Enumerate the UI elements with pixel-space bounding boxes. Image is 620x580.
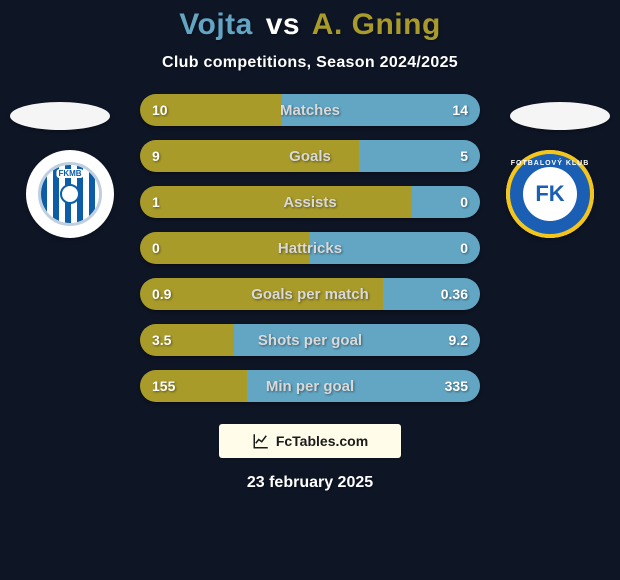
stat-row: Min per goal155335 <box>140 370 480 402</box>
comparison-stage: FKMB FOTBALOVÝ KLUB FK Matches1014 Goals9… <box>0 94 620 402</box>
stat-seg-left <box>140 94 282 126</box>
player2-badge-ring: FOTBALOVÝ KLUB <box>510 154 590 234</box>
stat-row: Shots per goal3.59.2 <box>140 324 480 356</box>
subtitle-text: Club competitions, Season 2024/2025 <box>0 54 620 72</box>
stat-seg-right <box>412 186 480 218</box>
player1-badge-inner: FKMB <box>38 162 102 226</box>
chart-icon <box>252 432 270 450</box>
stat-seg-right <box>383 278 480 310</box>
player2-disc <box>510 102 610 130</box>
page-title: Vojta vs A. Gning <box>0 8 620 42</box>
player1-badge-text: FKMB <box>56 169 83 178</box>
brand-badge: FcTables.com <box>219 424 401 458</box>
player2-name: A. Gning <box>312 8 441 41</box>
stat-seg-right <box>282 94 480 126</box>
stat-seg-right <box>310 232 480 264</box>
stat-seg-right <box>234 324 480 356</box>
stat-seg-right <box>359 140 480 172</box>
stat-seg-left <box>140 186 412 218</box>
player2-badge-outer: FOTBALOVÝ KLUB FK <box>506 150 594 238</box>
stat-row: Goals95 <box>140 140 480 172</box>
stat-seg-left <box>140 324 234 356</box>
comparison-card: Vojta vs A. Gning Club competitions, Sea… <box>0 0 620 580</box>
date-text: 23 february 2025 <box>0 474 620 492</box>
stat-seg-left <box>140 232 310 264</box>
stat-seg-right <box>247 370 480 402</box>
stat-row: Goals per match0.90.36 <box>140 278 480 310</box>
vs-label: vs <box>262 8 304 41</box>
stat-seg-left <box>140 140 359 172</box>
stat-row: Matches1014 <box>140 94 480 126</box>
player2-badge: FOTBALOVÝ KLUB FK <box>506 150 594 238</box>
player1-name: Vojta <box>179 8 253 41</box>
player1-badge: FKMB <box>26 150 114 238</box>
stat-seg-left <box>140 278 383 310</box>
player1-disc <box>10 102 110 130</box>
stat-seg-left <box>140 370 247 402</box>
stat-bars: Matches1014 Goals95 Assists10 Hattricks00 Go… <box>140 94 480 402</box>
ball-icon <box>60 184 80 204</box>
brand-text: FcTables.com <box>276 433 368 449</box>
stat-row: Assists10 <box>140 186 480 218</box>
stat-row: Hattricks00 <box>140 232 480 264</box>
